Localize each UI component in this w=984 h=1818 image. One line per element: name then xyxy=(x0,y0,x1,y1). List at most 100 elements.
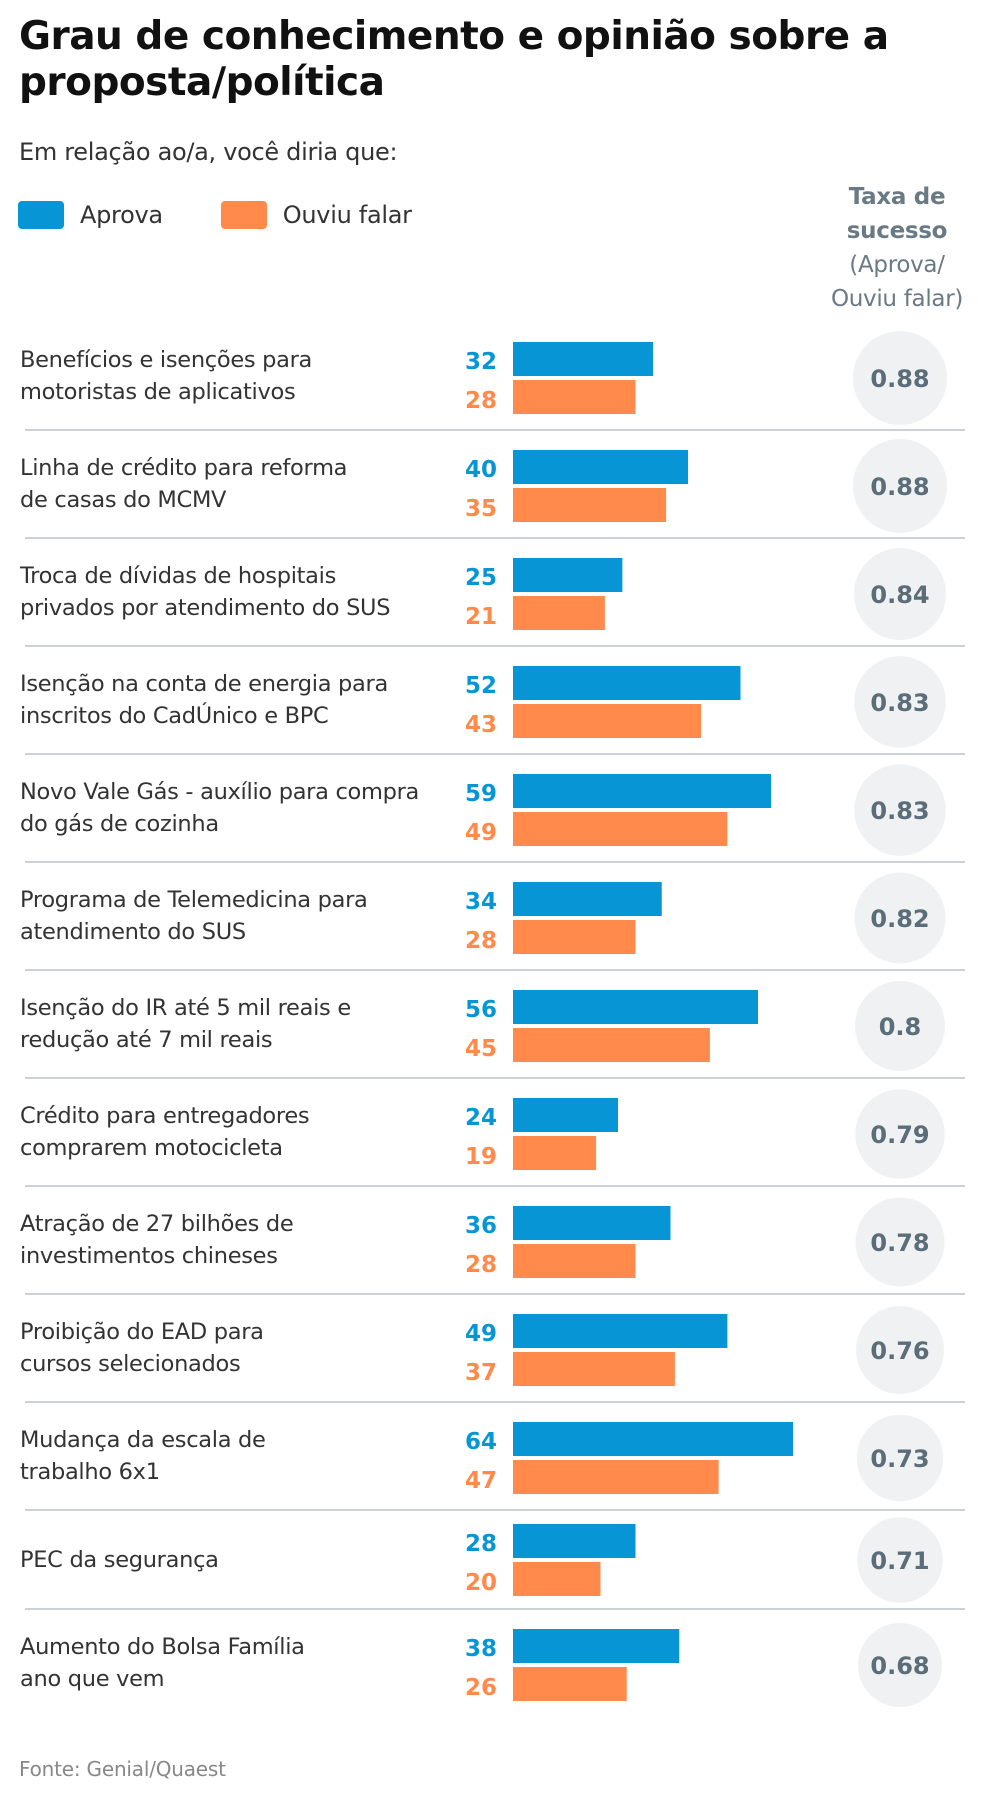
category-label-line: trabalho 6x1 xyxy=(20,1459,160,1485)
bar-ouviu-falar xyxy=(513,1352,675,1386)
bar-ouviu-falar xyxy=(513,704,702,738)
category-label-line: Novo Vale Gás - auxílio para compra xyxy=(20,779,420,805)
value-label-ouviu-falar: 28 xyxy=(465,388,497,414)
success-rate-header-line: Ouviu falar) xyxy=(830,286,964,312)
success-rate-circle xyxy=(854,764,946,856)
success-rate-value: 0.68 xyxy=(870,1652,929,1680)
category-label-text: Proibição do EAD para cursos selecionados xyxy=(20,1316,264,1380)
category-label-line: do gás de cozinha xyxy=(20,811,219,837)
category-label: Isenção do IR até 5 mil reais e redução a… xyxy=(20,970,450,1078)
category-label-line: Proibição do EAD para xyxy=(20,1319,264,1345)
legend: Aprova Ouviu falar xyxy=(18,201,470,229)
success-rate-circle xyxy=(856,1306,944,1394)
bar-aprova xyxy=(513,1629,680,1663)
category-label-line: Linha de crédito para reforma xyxy=(20,455,348,481)
success-rate-value: 0.79 xyxy=(870,1121,929,1149)
category-label: Atração de 27 bilhões de investimentos ch… xyxy=(20,1186,450,1294)
category-label: Linha de crédito para reforma de casas do… xyxy=(20,430,450,538)
value-label-ouviu-falar: 35 xyxy=(465,496,497,522)
bar-ouviu-falar xyxy=(513,1460,719,1494)
success-rate-circle xyxy=(857,1517,943,1603)
bar-aprova xyxy=(513,882,662,916)
bar-ouviu-falar xyxy=(513,1028,710,1062)
category-label-line: atendimento do SUS xyxy=(20,919,246,945)
category-label-line: Troca de dívidas de hospitais xyxy=(20,563,337,589)
bar-ouviu-falar xyxy=(513,596,605,630)
category-label-line: cursos selecionados xyxy=(20,1351,241,1377)
bar-ouviu-falar xyxy=(513,488,667,522)
bar-aprova xyxy=(513,666,741,700)
bar-aprova xyxy=(513,1314,728,1348)
category-label-line: Aumento do Bolsa Família xyxy=(20,1634,305,1660)
category-label-line: Atração de 27 bilhões de xyxy=(20,1211,294,1237)
success-rate-value: 0.84 xyxy=(870,581,929,609)
value-label-ouviu-falar: 26 xyxy=(465,1675,497,1701)
chart-title: Grau de conhecimento e opinião sobre a p… xyxy=(19,14,889,105)
value-label-ouviu-falar: 28 xyxy=(465,1252,497,1278)
value-label-aprova: 36 xyxy=(465,1213,497,1239)
value-label-aprova: 28 xyxy=(465,1531,497,1557)
value-label-aprova: 59 xyxy=(465,781,497,807)
category-label: Benefícios e isenções para motoristas de … xyxy=(20,322,450,430)
legend-label-aprova: Aprova xyxy=(80,201,163,229)
success-rate-header: Taxa de sucesso (Aprova/ Ouviu falar) xyxy=(808,180,984,316)
category-label-line: Isenção na conta de energia para xyxy=(20,671,388,697)
legend-swatch-aprova xyxy=(18,201,64,229)
category-label: Novo Vale Gás - auxílio para compra do gá… xyxy=(20,754,450,862)
category-label: Mudança da escala de trabalho 6x1 xyxy=(20,1402,450,1510)
category-label: Crédito para entregadores comprarem motoc… xyxy=(20,1078,450,1186)
category-label: Proibição do EAD para cursos selecionados xyxy=(20,1294,450,1402)
bar-ouviu-falar xyxy=(513,380,636,414)
value-label-ouviu-falar: 37 xyxy=(465,1360,497,1386)
bar-ouviu-falar xyxy=(513,920,636,954)
value-label-aprova: 38 xyxy=(465,1636,497,1662)
category-label-line: Isenção do IR até 5 mil reais e xyxy=(20,995,351,1021)
category-label-text: Crédito para entregadores comprarem motoc… xyxy=(20,1100,310,1164)
success-rate-value: 0.88 xyxy=(870,473,929,501)
success-rate-circle xyxy=(853,331,947,425)
category-label-line: ano que vem xyxy=(20,1666,165,1692)
success-rate-value: 0.71 xyxy=(870,1547,929,1575)
legend-label-ouviu-falar: Ouviu falar xyxy=(282,201,412,229)
category-label: Troca de dívidas de hospitais privados po… xyxy=(20,538,450,646)
category-label-text: Novo Vale Gás - auxílio para compra do gá… xyxy=(20,776,419,840)
bar-aprova xyxy=(513,774,772,808)
success-rate-circle xyxy=(855,1197,945,1287)
legend-swatch-ouviu-falar xyxy=(220,201,267,229)
category-label-text: Aumento do Bolsa Família ano que vem xyxy=(20,1631,305,1695)
category-label-line: Mudança da escala de xyxy=(20,1427,266,1453)
bar-aprova xyxy=(513,1206,671,1240)
value-label-ouviu-falar: 49 xyxy=(465,820,497,846)
bar-ouviu-falar xyxy=(513,1562,601,1596)
legend-item-aprova: Aprova xyxy=(18,201,163,229)
category-label-text: PEC da segurança xyxy=(20,1544,219,1576)
success-rate-value: 0.88 xyxy=(870,365,929,393)
success-rate-value: 0.78 xyxy=(870,1229,929,1257)
success-rate-header-line: sucesso xyxy=(846,218,948,244)
value-label-aprova: 49 xyxy=(465,1321,497,1347)
category-label-text: Benefícios e isenções para motoristas de … xyxy=(20,344,312,408)
bar-aprova xyxy=(513,1098,618,1132)
value-label-aprova: 32 xyxy=(465,349,497,375)
value-label-ouviu-falar: 20 xyxy=(465,1570,497,1596)
category-label-line: investimentos chineses xyxy=(20,1243,278,1269)
category-label-text: Programa de Telemedicina para atendimento… xyxy=(20,884,368,948)
success-rate-circle xyxy=(855,981,945,1071)
bar-ouviu-falar xyxy=(513,1244,636,1278)
bar-aprova xyxy=(513,450,688,484)
success-rate-circle xyxy=(856,1414,944,1502)
category-label-text: Isenção na conta de energia para inscrito… xyxy=(20,668,388,732)
success-rate-value: 0.73 xyxy=(870,1445,929,1473)
success-rate-value: 0.83 xyxy=(870,797,929,825)
category-label: Isenção na conta de energia para inscrito… xyxy=(20,646,450,754)
category-label-line: Crédito para entregadores xyxy=(20,1103,310,1129)
value-label-ouviu-falar: 45 xyxy=(465,1036,497,1062)
category-label-text: Atração de 27 bilhões de investimentos ch… xyxy=(20,1208,294,1272)
success-rate-circle xyxy=(854,656,946,748)
success-rate-header-line: (Aprova/ xyxy=(849,252,945,278)
value-label-ouviu-falar: 19 xyxy=(465,1144,497,1170)
value-label-ouviu-falar: 21 xyxy=(465,604,497,630)
category-label-line: PEC da segurança xyxy=(20,1546,219,1573)
success-rate-header-line: Taxa de xyxy=(848,184,946,210)
